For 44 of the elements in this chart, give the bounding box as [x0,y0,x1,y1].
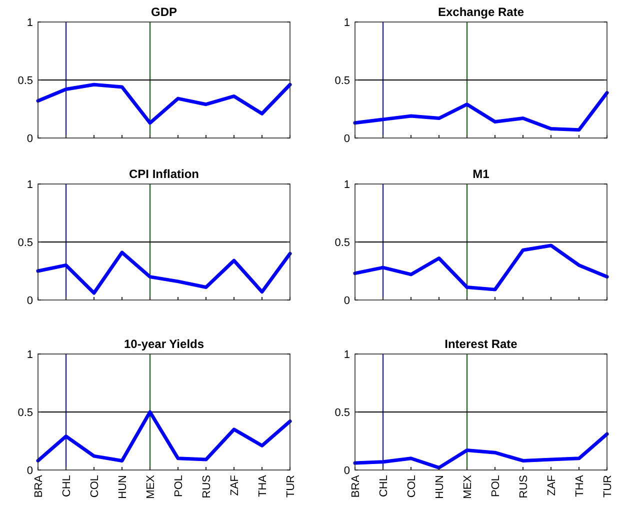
x-tick-label: ZAF [546,474,558,496]
y-tick-label: 1 [26,348,33,361]
x-tick-label: COL [406,475,418,498]
y-tick-label: 1 [26,16,33,29]
x-tick-label: THA [574,474,586,497]
x-tick-label: CHL [60,475,73,498]
x-tick-label: HUN [116,474,129,499]
x-tick-label: MEX [462,474,474,499]
y-tick-label: 0 [344,132,350,145]
x-tick-label: RUS [518,475,530,498]
y-tick-label: 0.5 [334,74,350,87]
y-tick-label: 1 [26,178,33,191]
x-tick-label: BRA [350,474,362,498]
chart-title: Exchange Rate [438,5,524,19]
y-tick-label: 0.5 [334,236,350,249]
chart-title: M1 [472,167,490,181]
y-tick-label: 0 [344,294,350,307]
chart-title: Interest Rate [444,337,518,351]
x-tick-label: ZAF [228,474,241,496]
y-tick-label: 0.5 [334,406,350,419]
chart-title: GDP [150,5,178,19]
y-tick-label: 0 [26,132,33,145]
x-tick-label: HUN [434,474,446,499]
y-tick-label: 1 [344,178,350,191]
y-tick-label: 0 [26,464,33,477]
y-tick-label: 0.5 [18,236,33,249]
x-tick-label: BRA [32,474,45,498]
x-tick-label: THA [256,474,269,497]
x-tick-label: POL [490,475,502,498]
x-tick-label: COL [88,475,101,498]
chart-title: CPI Inflation [129,167,199,181]
x-tick-label: TUR [284,474,297,498]
y-tick-label: 0.5 [18,74,33,87]
x-tick-label: RUS [200,475,213,498]
y-tick-label: 0 [344,464,350,477]
x-tick-label: MEX [144,474,157,499]
x-tick-label: CHL [378,475,390,498]
y-tick-label: 0.5 [18,406,33,419]
y-tick-label: 0 [26,294,33,307]
x-tick-label: POL [172,475,185,498]
x-tick-label: TUR [602,474,614,498]
y-tick-label: 1 [344,16,350,29]
y-tick-label: 1 [344,348,350,361]
chart-title: 10-year Yields [124,337,204,351]
